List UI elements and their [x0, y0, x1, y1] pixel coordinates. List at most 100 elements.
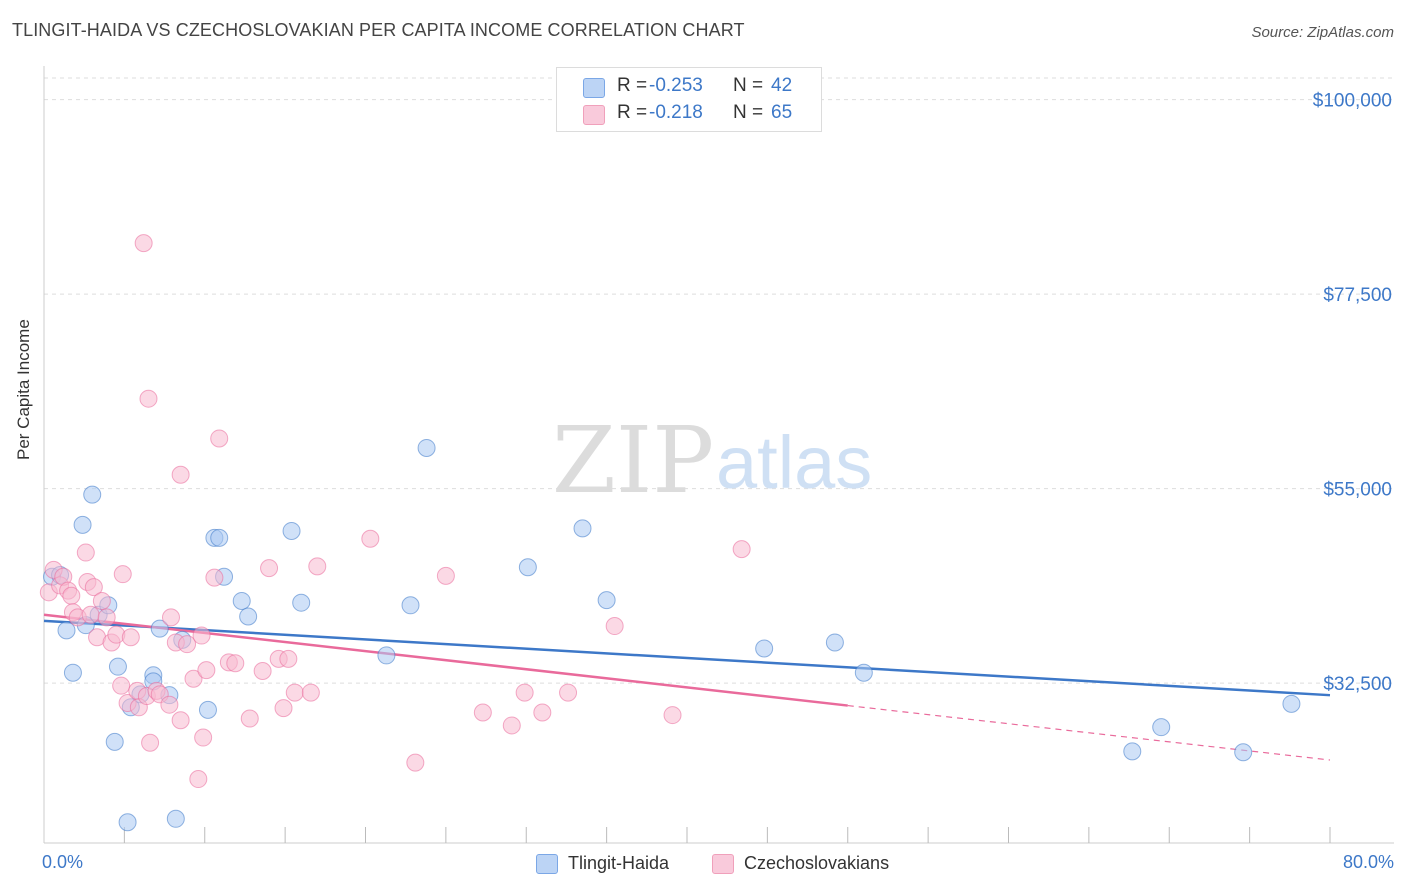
point-czechoslovakians	[121, 628, 140, 647]
point-tlingit-haida	[518, 558, 537, 577]
gridlines	[44, 77, 1394, 684]
legend-item-czechoslovakians: Czechoslovakians	[712, 853, 912, 875]
stats-r-value: -0.253	[649, 75, 703, 96]
stats-row-tlingit-haida: R = -0.253 N = 42	[557, 75, 821, 99]
point-czechoslovakians	[62, 586, 81, 605]
point-czechoslovakians	[139, 389, 158, 408]
point-tlingit-haida	[105, 732, 124, 751]
legend-swatch-blue	[536, 854, 558, 874]
point-czechoslovakians	[112, 676, 131, 695]
point-czechoslovakians	[308, 557, 327, 576]
x-tick-label-max: 80.0%	[1342, 852, 1394, 872]
point-czechoslovakians	[161, 608, 180, 627]
y-tick-label: $32,500	[1323, 674, 1392, 695]
point-czechoslovakians	[253, 661, 272, 680]
point-czechoslovakians	[605, 617, 624, 636]
y-tick-label: $100,000	[1313, 91, 1392, 112]
stats-r-label: R =	[617, 75, 648, 96]
point-tlingit-haida	[401, 596, 420, 615]
point-czechoslovakians	[92, 591, 111, 610]
stats-r-label: R =	[617, 102, 648, 123]
point-tlingit-haida	[854, 663, 873, 682]
point-tlingit-haida	[210, 528, 229, 547]
point-czechoslovakians	[141, 733, 160, 752]
point-czechoslovakians	[406, 753, 425, 772]
y-tick-labels: $32,500 $55,000 $77,500 $100,000	[1313, 91, 1392, 695]
stats-n-value: 42	[771, 75, 793, 96]
point-tlingit-haida	[73, 515, 92, 534]
point-czechoslovakians	[76, 543, 95, 562]
axes	[43, 66, 1394, 844]
point-tlingit-haida	[83, 485, 102, 504]
stats-n-value: 65	[771, 102, 793, 123]
point-tlingit-haida	[108, 657, 127, 676]
legend-swatch-pink	[712, 854, 734, 874]
point-czechoslovakians	[81, 605, 100, 624]
point-tlingit-haida	[377, 646, 396, 665]
legend-label: Tlingit-Haida	[568, 853, 670, 873]
data-points	[39, 234, 1301, 832]
point-czechoslovakians	[436, 566, 455, 585]
point-czechoslovakians	[205, 568, 224, 587]
stats-row-czechoslovakians: R = -0.218 N = 65	[557, 102, 821, 126]
legend-item-tlingit-haida: Tlingit-Haida	[536, 853, 696, 875]
point-czechoslovakians	[502, 716, 521, 735]
stats-swatch-blue	[583, 78, 605, 98]
point-tlingit-haida	[118, 813, 137, 832]
point-czechoslovakians	[134, 234, 153, 253]
point-czechoslovakians	[210, 429, 229, 448]
stats-swatch-pink	[583, 105, 605, 125]
point-czechoslovakians	[184, 669, 203, 688]
watermark: ZIP atlas	[552, 407, 872, 514]
point-tlingit-haida	[597, 591, 616, 610]
point-czechoslovakians	[160, 695, 179, 714]
y-tick-label: $77,500	[1323, 285, 1392, 306]
point-tlingit-haida	[1123, 742, 1142, 761]
stats-n-label: N =	[733, 75, 764, 96]
point-czechoslovakians	[97, 608, 116, 627]
point-czechoslovakians	[663, 706, 682, 725]
point-tlingit-haida	[232, 591, 251, 610]
watermark-atlas: atlas	[716, 421, 872, 504]
point-czechoslovakians	[178, 635, 197, 654]
point-tlingit-haida	[755, 639, 774, 658]
point-tlingit-haida	[239, 607, 258, 626]
point-tlingit-haida	[1152, 718, 1171, 737]
stats-box: R = -0.253 N = 42 R = -0.218 N = 65	[556, 67, 822, 132]
point-czechoslovakians	[533, 703, 552, 722]
point-czechoslovakians	[192, 626, 211, 645]
point-tlingit-haida	[417, 438, 436, 457]
y-tick-label: $55,000	[1323, 480, 1392, 501]
x-tick-label-min: 0.0%	[42, 852, 84, 872]
point-czechoslovakians	[197, 661, 216, 680]
watermark-zip: ZIP	[552, 407, 714, 514]
trend-line-czechoslovakians-extension	[847, 704, 1331, 761]
point-czechoslovakians	[226, 654, 245, 673]
point-tlingit-haida	[198, 700, 217, 719]
point-czechoslovakians	[194, 728, 213, 747]
stats-r-value: -0.218	[649, 102, 703, 123]
chart-title: TLINGIT-HAIDA VS CZECHOSLOVAKIAN PER CAP…	[12, 20, 745, 40]
trend-line-czechoslovakians	[43, 613, 848, 707]
point-tlingit-haida	[1234, 743, 1253, 762]
point-czechoslovakians	[274, 699, 293, 718]
point-czechoslovakians	[171, 711, 190, 730]
chart-source: Source: ZipAtlas.com	[1251, 24, 1394, 41]
point-tlingit-haida	[573, 519, 592, 538]
point-czechoslovakians	[361, 529, 380, 548]
point-tlingit-haida	[825, 633, 844, 652]
legend-label: Czechoslovakians	[744, 853, 890, 873]
point-czechoslovakians	[260, 559, 279, 578]
point-tlingit-haida	[150, 619, 169, 638]
point-tlingit-haida	[57, 621, 76, 640]
point-czechoslovakians	[559, 683, 578, 702]
point-czechoslovakians	[113, 565, 132, 584]
point-tlingit-haida	[282, 521, 301, 540]
point-czechoslovakians	[240, 709, 259, 728]
point-tlingit-haida	[166, 809, 185, 828]
point-czechoslovakians	[301, 683, 320, 702]
point-czechoslovakians	[189, 770, 208, 789]
point-czechoslovakians	[285, 683, 304, 702]
point-czechoslovakians	[171, 465, 190, 484]
